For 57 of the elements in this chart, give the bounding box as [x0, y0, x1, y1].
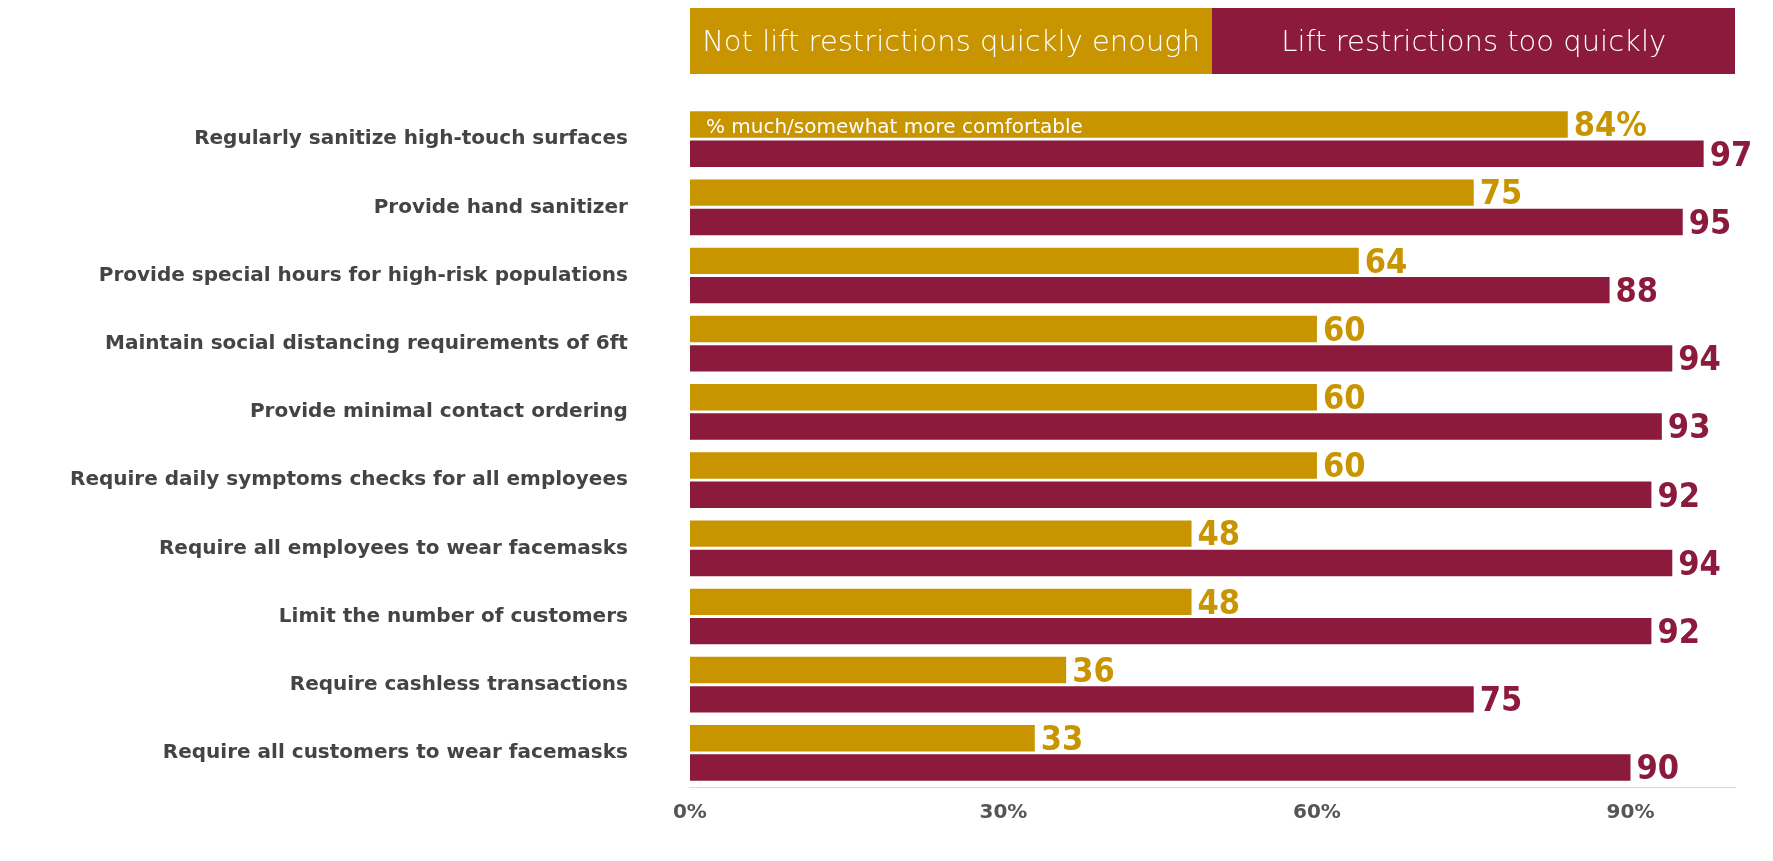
bar [689, 276, 1610, 304]
x-tick-label: 30% [979, 799, 1028, 824]
y-tick-label: Require all employees to wear facemasks [158, 534, 628, 559]
y-tick-label: Require cashless transactions [289, 670, 628, 695]
y-tick-label: Provide minimal contact ordering [249, 398, 628, 423]
bar [689, 452, 1317, 479]
data-label: 75 [1479, 172, 1523, 213]
data-label: 94 [1678, 338, 1721, 379]
data-label: 60 [1322, 445, 1366, 486]
data-label: 97 [1709, 133, 1753, 174]
data-label: 90 [1636, 747, 1680, 788]
bar [689, 656, 1067, 684]
bar [689, 208, 1683, 236]
bar [689, 345, 1673, 372]
bar [689, 520, 1192, 547]
data-label: 36 [1072, 649, 1115, 690]
series-label: Not lift restrictions quickly enough [689, 8, 1213, 74]
bar [689, 686, 1474, 713]
bar [689, 315, 1317, 343]
bar [689, 617, 1652, 645]
data-label: 84% [1573, 104, 1647, 145]
bar [689, 549, 1673, 577]
data-label: 88 [1615, 269, 1659, 310]
text: Lift restrictions too quickly [1212, 8, 1735, 74]
bar [689, 179, 1474, 206]
data-label: 60 [1322, 377, 1366, 418]
y-tick-label: Provide hand sanitizer [373, 193, 629, 218]
bar [689, 247, 1359, 275]
x-tick-label: 0% [672, 799, 707, 824]
x-tick-label: 90% [1606, 799, 1655, 824]
y-tick-label: Require all customers to wear facemasks [162, 739, 628, 764]
x-tick-label: 60% [1293, 799, 1341, 824]
bar [689, 413, 1662, 440]
y-tick-label: Maintain social distancing requirements of 6ft [105, 329, 629, 354]
bar [689, 140, 1704, 167]
data-label: 95 [1688, 201, 1732, 242]
y-tick-label: Provide special hours for high-risk populations [98, 261, 628, 286]
data-label: 75 [1479, 679, 1523, 720]
data-label: 92 [1657, 474, 1700, 515]
data-label: 60 [1322, 308, 1366, 349]
annotation: % much/somewhat more comfortable [705, 113, 1083, 138]
y-tick-label: Limit the number of customers [278, 602, 628, 627]
bar [689, 111, 1568, 138]
bar [689, 754, 1631, 781]
bar [689, 588, 1192, 616]
data-label: 92 [1657, 610, 1700, 651]
data-label: 48 [1197, 581, 1241, 622]
bar [689, 725, 1035, 752]
bar [689, 384, 1317, 411]
y-tick-label: Regularly sanitize high-touch surfaces [194, 125, 628, 150]
data-label: 64 [1364, 240, 1408, 281]
data-label: 93 [1667, 406, 1711, 447]
bar [689, 481, 1652, 508]
y-tick-label: Require daily symptoms checks for all employees [69, 466, 628, 491]
data-label: 94 [1678, 542, 1721, 583]
data-label: 33 [1040, 718, 1084, 759]
data-label: 48 [1197, 513, 1241, 554]
